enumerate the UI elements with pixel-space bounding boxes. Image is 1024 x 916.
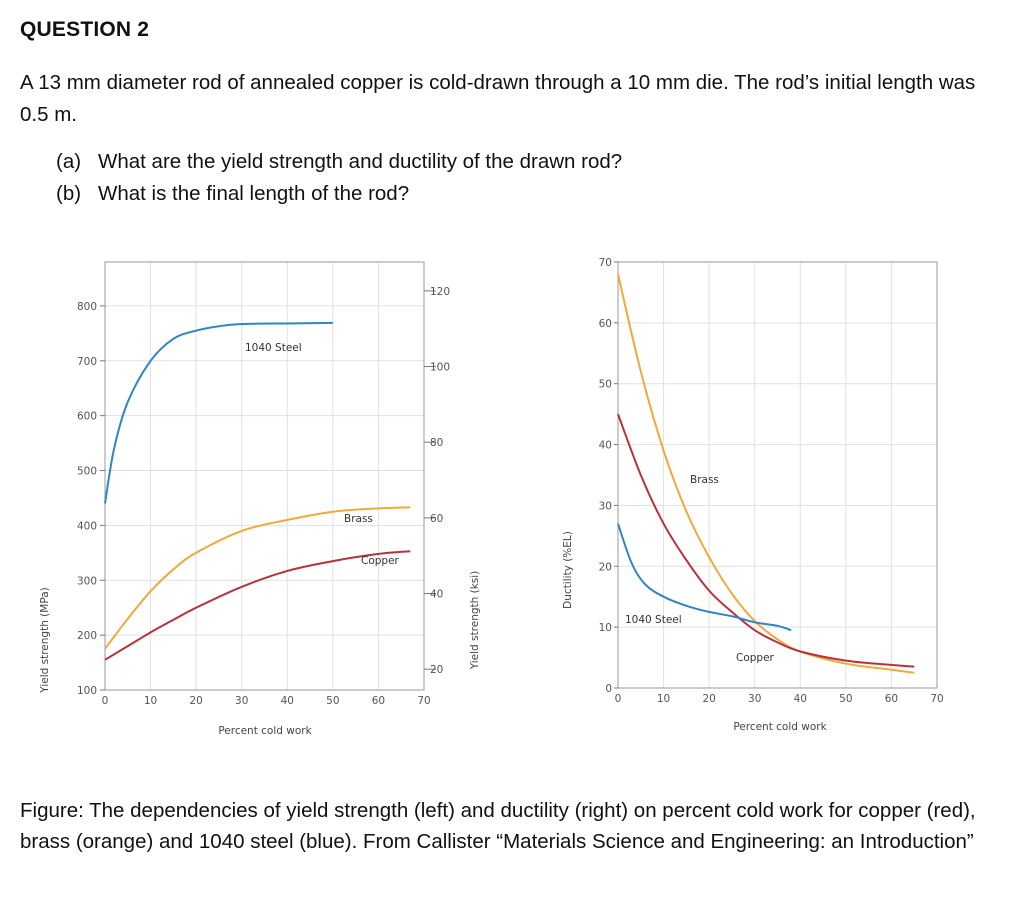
part-text: What are the yield strength and ductilit… <box>98 150 623 173</box>
x-tick-label: 70 <box>930 693 943 705</box>
y-tick-label-right: 20 <box>430 664 443 676</box>
y-tick-label: 70 <box>599 257 612 269</box>
x-tick-label: 40 <box>281 695 294 707</box>
y-tick-label: 400 <box>77 520 97 532</box>
y-tick-label-right: 100 <box>430 362 450 374</box>
y-tick-label: 30 <box>599 500 612 512</box>
y-tick-label: 10 <box>599 622 612 634</box>
y-tick-label: 20 <box>599 561 612 573</box>
part-label: (a) <box>56 150 82 173</box>
x-tick-label: 70 <box>417 695 430 707</box>
y-tick-label: 50 <box>599 379 612 391</box>
y-tick-label: 200 <box>77 630 97 642</box>
brass-curve-label: Brass <box>344 513 373 525</box>
y-tick-label-right: 120 <box>430 286 450 298</box>
x-tick-label: 30 <box>235 695 248 707</box>
y-tick-label: 100 <box>77 685 97 697</box>
steel-curve-label: 1040 Steel <box>625 614 682 626</box>
y-tick-label-right: 40 <box>430 589 443 601</box>
x-tick-label: 0 <box>102 695 109 707</box>
y-tick-label-right: 60 <box>430 513 443 525</box>
x-tick-label: 40 <box>794 693 807 705</box>
y-tick-label: 600 <box>77 411 97 423</box>
y-axis-label: Yield strength (MPa) <box>39 587 51 693</box>
1040-steel-curve <box>617 523 792 632</box>
brass-curve <box>104 506 411 650</box>
ductility-chart: Ductility (%EL) Percent cold work 0 10 20 3… <box>562 257 944 733</box>
copper-curve <box>617 413 915 668</box>
x-tick-label: 0 <box>615 693 622 705</box>
question-text: A 13 mm diameter rod of annealed copper … <box>20 71 976 126</box>
y-axis-label: Ductility (%EL) <box>562 531 574 609</box>
copper-curve-label: Copper <box>736 652 775 664</box>
y-tick-label: 700 <box>77 356 97 368</box>
plot-frame <box>617 261 938 689</box>
x-tick-label: 20 <box>702 693 715 705</box>
x-tick-label: 50 <box>839 693 852 705</box>
question-title: QUESTION 2 <box>20 18 150 41</box>
x-tick-label: 10 <box>144 695 157 707</box>
y-tick-label: 0 <box>605 683 612 695</box>
1040-steel-curve <box>104 321 333 504</box>
y-tick-label: 300 <box>77 575 97 587</box>
y-axis-label-right: Yield strength (ksi) <box>469 571 480 671</box>
yield-strength-chart: Yield strength (MPa) Yield strength (ksi… <box>39 261 480 737</box>
question-part-a: (a) What are the yield strength and ducti… <box>56 146 622 178</box>
copper-curve-label: Copper <box>361 555 400 567</box>
plot-frame <box>104 261 425 691</box>
part-label: (b) <box>56 182 82 205</box>
y-tick-label: 500 <box>77 466 97 478</box>
steel-curve-label: 1040 Steel <box>245 342 302 354</box>
x-axis-label: Percent cold work <box>218 725 312 737</box>
question-part-b: (b) What is the final length of the rod? <box>56 178 622 210</box>
brass-curve <box>617 273 915 674</box>
x-axis-label: Percent cold work <box>733 721 827 733</box>
figure-caption: Figure: The dependencies of yield streng… <box>20 799 976 853</box>
x-tick-label: 20 <box>189 695 202 707</box>
x-tick-label: 60 <box>372 695 385 707</box>
brass-curve-label: Brass <box>690 474 719 486</box>
question-parts: (a) What are the yield strength and ducti… <box>56 146 622 210</box>
y-tick-label: 800 <box>77 301 97 313</box>
part-text: What is the final length of the rod? <box>98 182 410 205</box>
y-tick-label: 40 <box>599 440 612 452</box>
y-tick-label-right: 80 <box>430 437 443 449</box>
copper-curve <box>104 550 411 661</box>
x-tick-label: 30 <box>748 693 761 705</box>
x-tick-label: 50 <box>326 695 339 707</box>
x-tick-label: 10 <box>657 693 670 705</box>
x-tick-label: 60 <box>885 693 898 705</box>
y-tick-label: 60 <box>599 318 612 330</box>
